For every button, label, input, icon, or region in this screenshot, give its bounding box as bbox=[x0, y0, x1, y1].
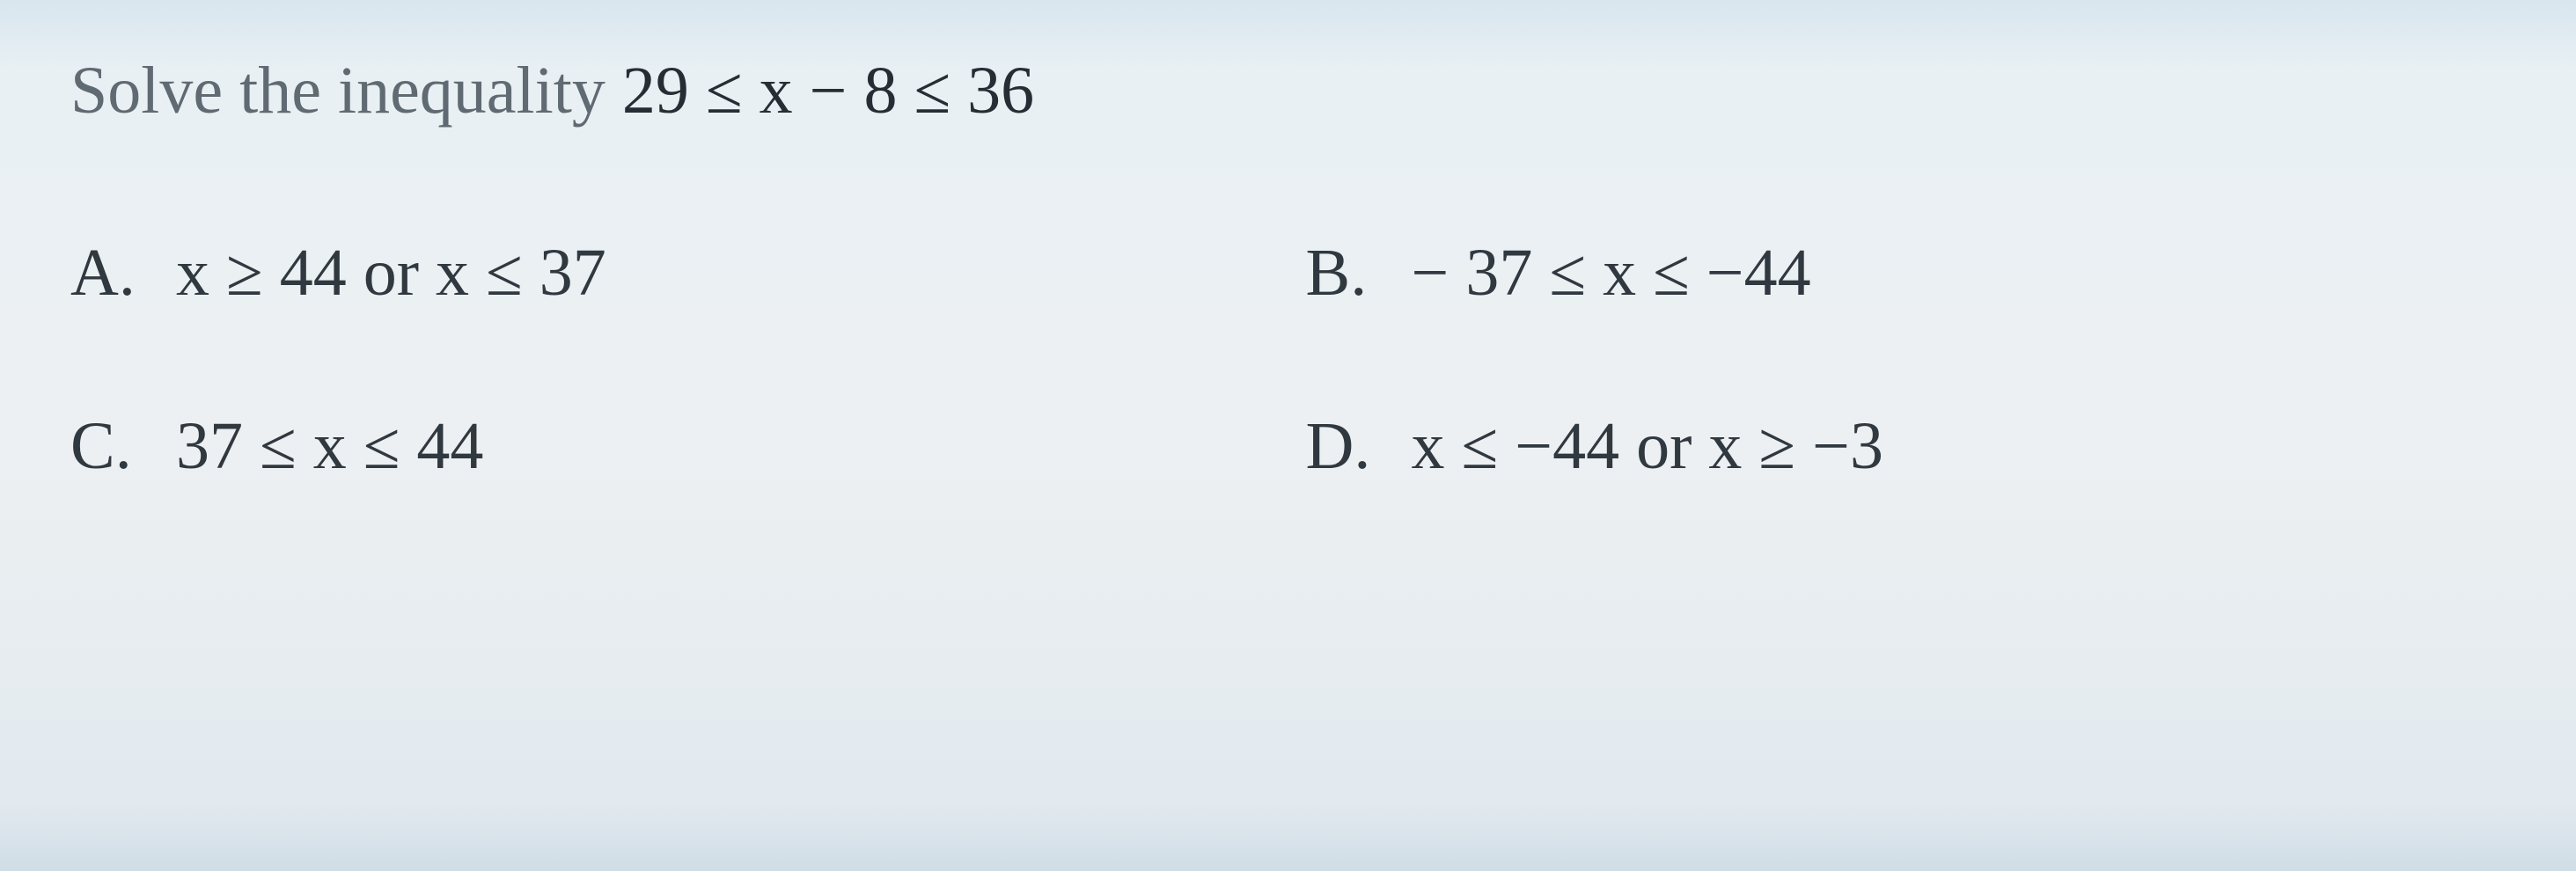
question-math: 29 ≤ x − 8 ≤ 36 bbox=[622, 54, 1034, 128]
option-d-letter: D. bbox=[1306, 408, 1376, 485]
option-b[interactable]: B. − 37 ≤ x ≤ −44 bbox=[1306, 235, 2506, 311]
option-a-letter: A. bbox=[70, 235, 141, 311]
option-b-letter: B. bbox=[1306, 235, 1376, 311]
option-c-text: 37 ≤ x ≤ 44 bbox=[176, 408, 483, 485]
option-a-part-1: x ≥ 44 bbox=[176, 236, 347, 310]
option-b-part-1: − 37 ≤ x ≤ −44 bbox=[1412, 236, 1811, 310]
question-prefix: Solve the inequality bbox=[70, 54, 622, 128]
option-d-part-1: x ≤ −44 bbox=[1412, 409, 1620, 483]
options-grid: A. x ≥ 44 or x ≤ 37 B. − 37 ≤ x ≤ −44 C.… bbox=[70, 235, 2506, 485]
option-a-or: or bbox=[347, 236, 436, 310]
option-c[interactable]: C. 37 ≤ x ≤ 44 bbox=[70, 408, 1271, 485]
option-c-letter: C. bbox=[70, 408, 141, 485]
option-d-or: or bbox=[1619, 409, 1708, 483]
option-c-part-1: 37 ≤ x ≤ 44 bbox=[176, 409, 483, 483]
option-d[interactable]: D. x ≤ −44 or x ≥ −3 bbox=[1306, 408, 2506, 485]
option-d-part-2: x ≥ −3 bbox=[1708, 409, 1883, 483]
option-d-text: x ≤ −44 or x ≥ −3 bbox=[1412, 408, 1883, 485]
option-a[interactable]: A. x ≥ 44 or x ≤ 37 bbox=[70, 235, 1271, 311]
option-a-text: x ≥ 44 or x ≤ 37 bbox=[176, 235, 606, 311]
option-a-part-2: x ≤ 37 bbox=[436, 236, 606, 310]
question-prompt: Solve the inequality 29 ≤ x − 8 ≤ 36 bbox=[70, 53, 2506, 129]
option-b-text: − 37 ≤ x ≤ −44 bbox=[1412, 235, 1811, 311]
